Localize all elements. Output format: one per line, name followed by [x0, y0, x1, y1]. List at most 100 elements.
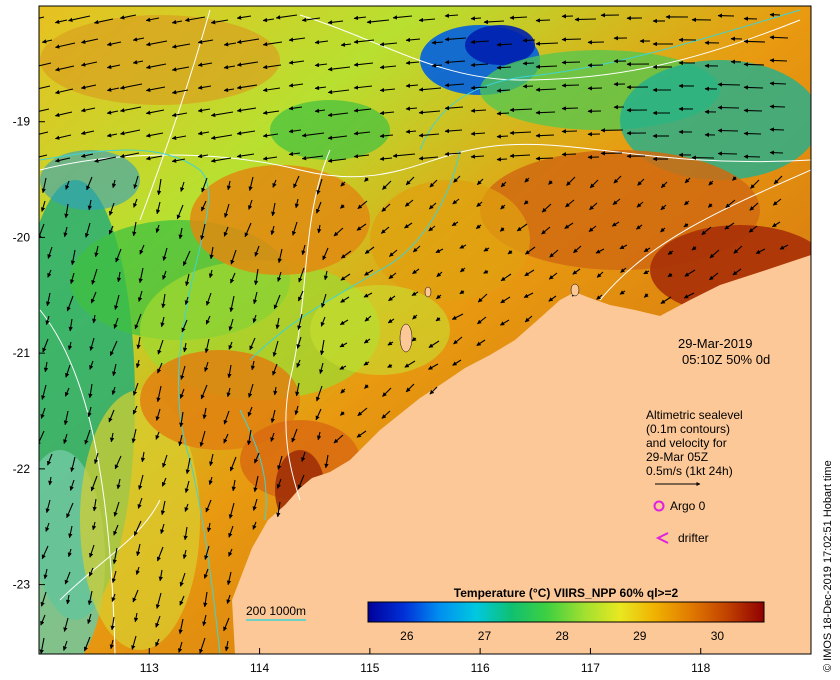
velocity-arrow	[470, 62, 489, 68]
velocity-arrow	[65, 364, 71, 378]
lon-tick-label: 116	[471, 661, 490, 675]
velocity-arrow	[262, 64, 282, 70]
velocity-arrow	[277, 248, 283, 264]
velocity-arrow	[314, 85, 327, 91]
velocity-arrow	[204, 545, 210, 560]
velocity-arrow	[231, 479, 236, 492]
velocity-arrow	[160, 523, 165, 535]
velocity-arrow	[87, 613, 92, 625]
velocity-arrow	[500, 296, 511, 304]
velocity-arrow	[177, 641, 183, 653]
velocity-arrow	[496, 65, 512, 70]
velocity-arrow	[179, 411, 184, 428]
velocity-arrow	[516, 223, 528, 232]
velocity-arrow	[156, 178, 162, 196]
velocity-arrow	[561, 106, 579, 111]
velocity-arrow	[140, 451, 146, 463]
velocity-arrow	[179, 388, 185, 399]
velocity-arrow	[436, 294, 442, 300]
australian-coastline-land	[232, 255, 811, 654]
velocity-arrow	[66, 502, 74, 519]
velocity-arrow	[477, 316, 487, 325]
velocity-arrow	[116, 478, 121, 490]
velocity-arrow	[772, 221, 781, 228]
velocity-arrow	[589, 179, 599, 189]
velocity-arrow	[80, 153, 94, 158]
velocity-arrow	[47, 269, 52, 278]
velocity-arrow	[137, 497, 143, 509]
velocity-arrow	[316, 201, 322, 214]
velocity-arrow	[412, 268, 420, 275]
velocity-arrow	[444, 128, 463, 134]
velocity-arrow	[157, 339, 164, 355]
velocity-arrow	[717, 151, 738, 156]
velocity-arrow	[470, 16, 482, 21]
velocity-arrow	[236, 107, 257, 113]
velocity-arrow	[197, 153, 209, 159]
velocity-arrow	[314, 62, 328, 68]
velocity-arrow	[93, 18, 114, 25]
velocity-arrow	[64, 203, 69, 219]
velocity-arrow	[112, 363, 117, 377]
velocity-arrow	[229, 295, 235, 313]
velocity-arrow	[161, 293, 166, 309]
velocity-arrow	[162, 247, 168, 261]
velocity-arrow	[111, 593, 116, 602]
velocity-arrow	[636, 201, 644, 208]
velocity-arrow	[405, 37, 421, 43]
velocity-arrow	[114, 455, 122, 470]
lat-tick-label: -19	[13, 115, 31, 129]
velocity-arrow	[749, 202, 759, 211]
velocity-arrow	[84, 222, 91, 238]
velocity-arrow	[138, 474, 144, 490]
velocity-arrow	[162, 270, 167, 280]
velocity-arrow	[184, 16, 206, 22]
velocity-arrow	[80, 107, 96, 113]
velocity-arrow	[132, 221, 137, 237]
velocity-arrow	[524, 269, 535, 277]
velocity-arrow	[108, 202, 115, 216]
velocity-arrow	[94, 245, 99, 258]
velocity-arrow	[199, 637, 206, 654]
colorbar	[367, 601, 765, 623]
velocity-arrow	[47, 246, 53, 259]
velocity-arrow	[210, 111, 234, 118]
velocity-arrow	[428, 202, 437, 210]
velocity-arrow	[203, 568, 209, 579]
velocity-arrow	[132, 382, 139, 396]
velocity-arrow	[418, 133, 440, 138]
velocity-arrow	[204, 338, 210, 354]
velocity-arrow	[499, 227, 505, 232]
velocity-arrow	[364, 246, 375, 255]
velocity-arrow	[750, 179, 760, 189]
velocity-arrow	[470, 154, 485, 159]
velocity-arrow	[45, 315, 50, 326]
velocity-arrow	[158, 569, 163, 582]
velocity-arrow	[444, 151, 462, 157]
latitude-labels: -19 -20 -21 -22 -23	[13, 115, 31, 592]
velocity-arrow	[119, 83, 143, 90]
velocity-arrow	[183, 526, 188, 541]
velocity-arrow	[228, 341, 233, 350]
velocity-arrow	[324, 454, 329, 469]
velocity-arrow	[87, 590, 93, 606]
velocity-arrow	[157, 362, 163, 374]
velocity-arrow	[387, 341, 394, 346]
velocity-arrow	[291, 221, 298, 236]
velocity-arrow	[356, 430, 367, 438]
velocity-arrow	[54, 111, 73, 118]
velocity-arrow	[405, 129, 417, 134]
velocity-arrow	[109, 639, 114, 650]
velocity-arrow	[296, 359, 301, 368]
velocity-arrow	[476, 201, 483, 208]
map-frame	[38, 5, 812, 655]
velocity-arrow	[70, 456, 76, 473]
velocity-arrow	[48, 476, 53, 486]
velocity-arrow	[561, 83, 580, 88]
velocity-arrow	[270, 432, 275, 442]
velocity-arrow	[509, 107, 533, 113]
velocity-arrow	[524, 315, 533, 323]
velocity-arrow	[156, 385, 162, 403]
velocity-arrow	[743, 85, 764, 90]
velocity-arrow	[353, 131, 371, 136]
